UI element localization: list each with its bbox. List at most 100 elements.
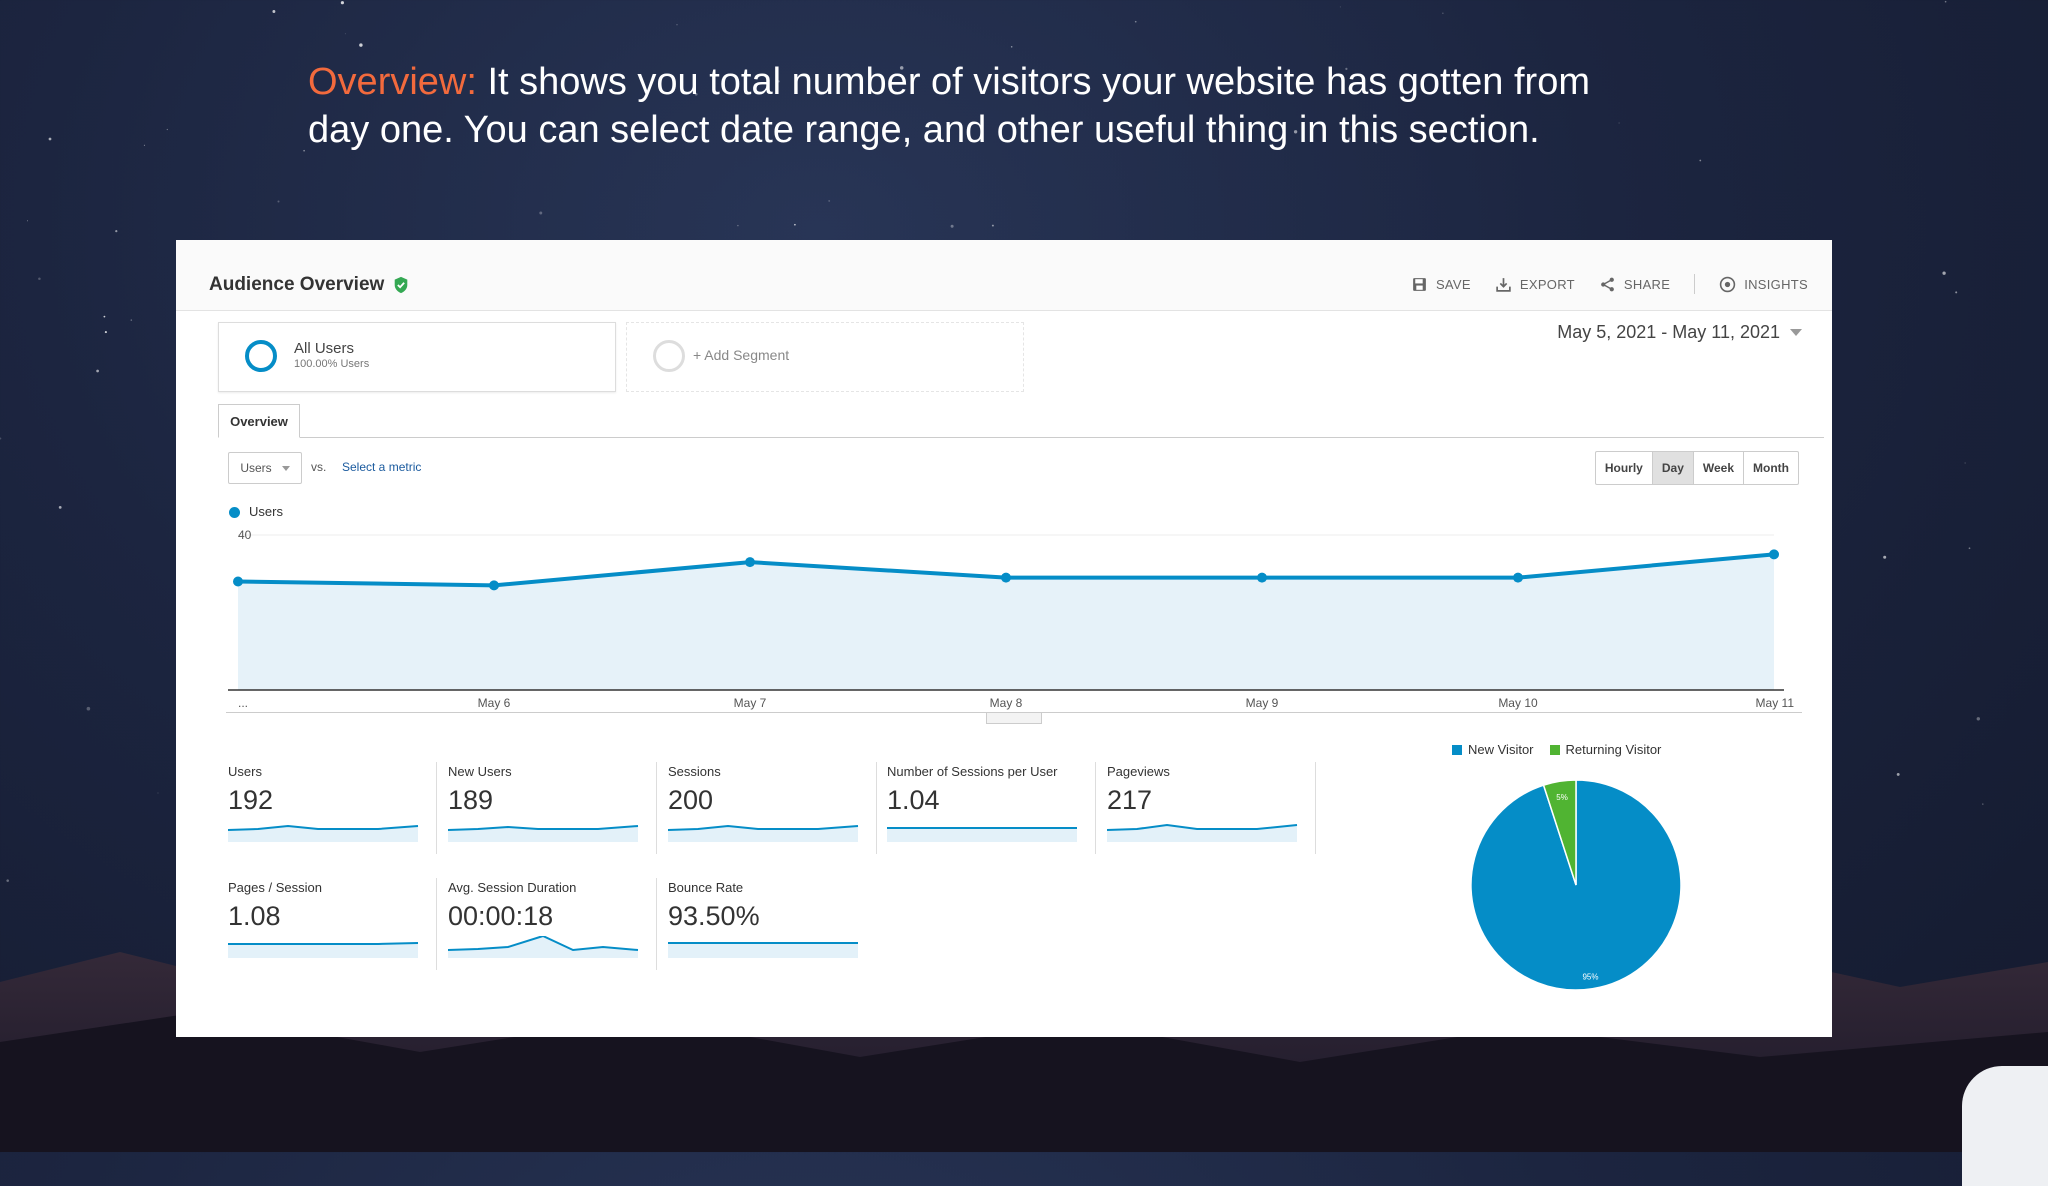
kpi-label: Pages / Session	[228, 880, 322, 895]
star	[1982, 803, 1984, 805]
kpi-tile[interactable]: Avg. Session Duration 00:00:18	[448, 880, 648, 958]
share-button[interactable]: SHARE	[1599, 276, 1670, 293]
date-range-picker[interactable]: May 5, 2021 - May 11, 2021	[1557, 322, 1802, 343]
data-point[interactable]	[745, 557, 755, 568]
kpi-sparkline	[448, 825, 639, 842]
sparkline-line	[448, 936, 639, 952]
star	[103, 315, 106, 318]
kpi-tile[interactable]: Pageviews 217	[1107, 764, 1307, 842]
period-month-button[interactable]: Month	[1753, 461, 1789, 475]
kpi-sparkline	[1107, 823, 1298, 842]
star	[1896, 772, 1900, 776]
kpi-tile[interactable]: Pages / Session 1.08	[228, 880, 428, 958]
data-point[interactable]	[1001, 572, 1011, 583]
users-legend-label: Users	[249, 504, 283, 519]
pie-slice-label: 95%	[1582, 972, 1598, 981]
kpi-sparkline	[668, 824, 859, 842]
visitor-pie-chart: 95% 5%	[1470, 779, 1682, 991]
pie-slice-label: 5%	[1556, 793, 1568, 802]
kpi-sparkline	[668, 942, 858, 958]
kpi-label: Pageviews	[1107, 764, 1170, 779]
kpi-divider	[656, 762, 657, 854]
star	[48, 137, 52, 141]
period-week-button[interactable]: Week	[1694, 452, 1745, 484]
pie-legend: New Visitor Returning Visitor	[1452, 742, 1661, 757]
star	[143, 144, 145, 146]
segment-name: All Users	[294, 340, 355, 357]
insights-button[interactable]: INSIGHTS	[1719, 276, 1808, 293]
period-day-button[interactable]: Day	[1652, 452, 1694, 484]
kpi-label: Bounce Rate	[668, 880, 744, 895]
kpi-tile[interactable]: Bounce Rate 93.50%	[668, 880, 868, 958]
period-hourly-button[interactable]: Hourly	[1596, 452, 1653, 484]
sparkline-line	[448, 825, 639, 831]
segment-ring-icon	[245, 340, 277, 372]
star	[58, 506, 62, 509]
header-actions: SAVE EXPORT SHARE INSIGHTS	[1411, 274, 1808, 294]
area-fill	[238, 554, 1774, 690]
kpi-label: Avg. Session Duration	[448, 880, 577, 895]
slide-heading: Overview: It shows you total number of v…	[308, 58, 1628, 154]
star	[737, 224, 739, 227]
data-point[interactable]	[1513, 572, 1523, 583]
data-point[interactable]	[233, 576, 243, 587]
corner-card	[1962, 1066, 2048, 1186]
kpi-value: 200	[668, 785, 714, 815]
pie-slice[interactable]	[1542, 779, 1577, 886]
x-tick-label: May 7	[734, 696, 767, 710]
kpi-label: New Users	[448, 764, 512, 779]
heading-accent: Overview:	[308, 61, 477, 103]
report-title-text: Audience Overview	[209, 274, 385, 295]
add-segment-button[interactable]: + Add Segment	[626, 322, 1024, 392]
x-tick-label: ...	[238, 696, 248, 710]
kpi-label: Users	[228, 764, 262, 779]
select-metric-link[interactable]: Select a metric	[342, 460, 422, 474]
kpi-tile[interactable]: Number of Sessions per User 1.04	[887, 764, 1087, 842]
star	[359, 43, 363, 47]
kpi-value: 217	[1107, 785, 1153, 815]
pie-legend-new-label: New Visitor	[1468, 742, 1534, 757]
pie-legend-new: New Visitor	[1452, 742, 1534, 757]
tab-divider	[218, 437, 1824, 438]
star	[38, 277, 41, 281]
star	[1944, 0, 1947, 3]
analytics-panel: Audience Overview SAVE EXPORT SHARE	[176, 240, 1832, 1037]
pie-legend-swatch	[1549, 745, 1560, 755]
kpi-divider	[1095, 762, 1096, 854]
segment-all-users[interactable]: All Users 100.00% Users	[218, 322, 616, 392]
action-divider	[1694, 274, 1696, 294]
verified-check-icon	[394, 276, 408, 294]
kpi-divider	[876, 762, 877, 854]
data-point[interactable]	[1769, 549, 1779, 560]
sparkline-line	[228, 942, 419, 945]
star	[794, 223, 796, 226]
export-button[interactable]: EXPORT	[1495, 276, 1575, 293]
pie-legend-swatch	[1452, 745, 1462, 755]
kpi-sparkline	[448, 936, 639, 958]
sparkline-fill	[668, 943, 858, 958]
pie-legend-returning-label: Returning Visitor	[1565, 742, 1662, 757]
data-point[interactable]	[1257, 572, 1267, 583]
metric-dropdown[interactable]: Users	[228, 452, 302, 484]
insights-label: INSIGHTS	[1744, 276, 1808, 292]
kpi-tile[interactable]: New Users 189	[448, 764, 648, 842]
star	[344, 33, 346, 35]
star	[991, 224, 994, 227]
kpi-label: Sessions	[668, 764, 721, 779]
kpi-value: 1.04	[887, 785, 940, 815]
save-button[interactable]: SAVE	[1411, 276, 1471, 293]
kpi-tile[interactable]: Users 192	[228, 764, 428, 842]
star	[277, 200, 280, 203]
tab-overview[interactable]: Overview	[218, 404, 300, 438]
data-point[interactable]	[489, 580, 499, 591]
chart-scroll-handle[interactable]	[986, 712, 1042, 724]
metric-selected: Users	[240, 461, 272, 475]
kpi-value: 1.08	[228, 901, 281, 931]
star	[1442, 12, 1444, 14]
kpi-tile[interactable]: Sessions 200	[668, 764, 868, 842]
kpi-value: 192	[228, 785, 274, 815]
sparkline-fill	[228, 943, 418, 958]
kpi-divider	[656, 878, 657, 970]
kpi-sparkline	[228, 942, 419, 958]
